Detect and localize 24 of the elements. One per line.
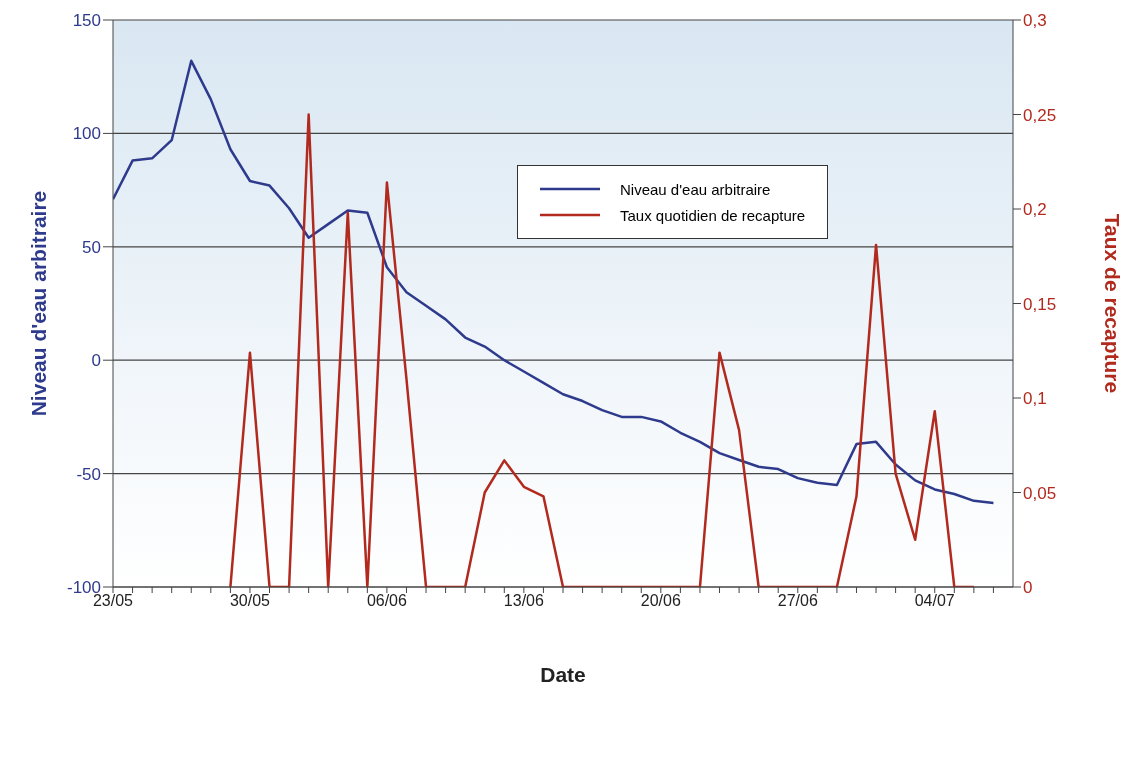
x-tick-label: 30/05	[229, 592, 271, 610]
x-tick-label: 06/06	[366, 592, 408, 610]
y-tick-label: 150	[72, 11, 101, 31]
y-tick-label: 100	[72, 124, 101, 144]
y2-tick-label: 0,05	[1023, 483, 1057, 503]
y2-tick-label: 0,3	[1023, 11, 1047, 31]
y-tick-label: 50	[82, 237, 101, 257]
x-tick-label: 20/06	[640, 592, 681, 610]
y2-axis-title: Taux de recapture	[1100, 213, 1124, 394]
y-tick-label: 0	[91, 351, 101, 371]
y-axis-title: Niveau d'eau arbitraire	[26, 190, 50, 417]
x-tick-label: 04/07	[914, 592, 955, 610]
y-tick-label: -50	[76, 464, 101, 484]
y2-tick-label: 0,1	[1023, 389, 1047, 409]
x-tick-label: 13/06	[503, 592, 544, 610]
legend-label: Niveau d'eau arbitraire	[620, 180, 771, 198]
y2-tick-label: 0	[1023, 578, 1033, 598]
legend-label: Taux quotidien de recapture	[620, 206, 806, 224]
y2-tick-label: 0,25	[1023, 105, 1057, 125]
line-series	[113, 59, 995, 505]
x-tick-label: 27/06	[777, 592, 818, 610]
y2-tick-label: 0,15	[1023, 294, 1057, 314]
x-axis-title: Date	[540, 663, 586, 686]
y2-tick-label: 0,2	[1023, 200, 1047, 220]
